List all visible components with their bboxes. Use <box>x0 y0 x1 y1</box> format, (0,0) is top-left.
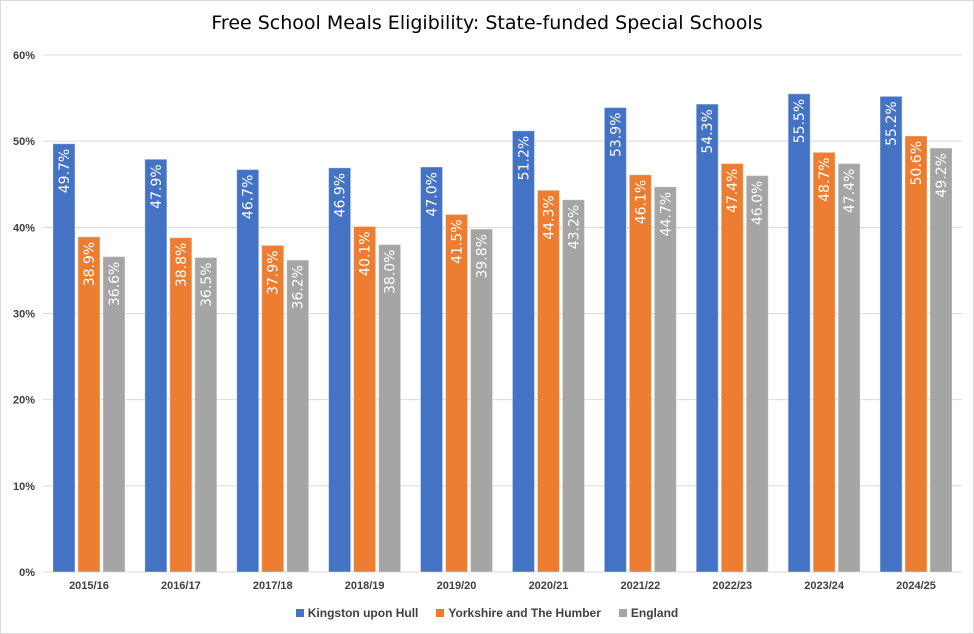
legend: Kingston upon Hull Yorkshire and The Humb… <box>0 606 974 620</box>
legend-item: Yorkshire and The Humber <box>436 606 601 620</box>
data-label: 36.5% <box>199 262 215 306</box>
data-label: 44.7% <box>658 192 674 236</box>
y-tick-label: 40% <box>13 222 35 234</box>
data-label: 36.6% <box>107 262 123 306</box>
bar <box>720 163 744 573</box>
data-label: 47.0% <box>425 172 441 216</box>
legend-swatch <box>295 609 304 617</box>
bar <box>261 244 285 573</box>
bar <box>445 213 469 573</box>
bar <box>286 259 310 573</box>
data-label: 43.2% <box>566 205 582 249</box>
data-label: 55.2% <box>884 101 900 145</box>
data-label: 47.4% <box>725 169 741 213</box>
x-tick-label: 2016/17 <box>161 580 201 592</box>
data-label: 47.9% <box>149 164 165 208</box>
bar <box>603 107 627 573</box>
x-tick-label: 2018/19 <box>345 580 385 592</box>
x-tick-label: 2021/22 <box>620 580 660 592</box>
bar <box>904 135 928 573</box>
y-tick-label: 20% <box>13 395 35 407</box>
bar <box>879 95 903 573</box>
bar <box>695 103 719 573</box>
legend-item: England <box>618 606 679 620</box>
legend-swatch <box>436 609 445 617</box>
bar <box>812 151 836 573</box>
data-label: 46.0% <box>750 181 766 225</box>
data-label: 54.3% <box>700 109 716 153</box>
data-label: 48.7% <box>817 157 833 201</box>
bar <box>328 167 352 573</box>
data-label: 40.1% <box>358 231 374 275</box>
bar <box>102 256 126 573</box>
data-label: 46.9% <box>333 173 349 217</box>
data-label: 47.4% <box>842 169 858 213</box>
bar <box>929 147 953 573</box>
x-tick-label: 2019/20 <box>437 580 477 592</box>
data-label: 38.9% <box>82 242 98 286</box>
y-tick-label: 30% <box>13 309 35 321</box>
bar <box>787 93 811 573</box>
bar <box>653 186 677 573</box>
bar <box>353 225 377 573</box>
data-label: 36.2% <box>291 265 307 309</box>
data-label: 49.7% <box>57 149 73 193</box>
data-label: 46.1% <box>633 180 649 224</box>
bar <box>420 166 444 573</box>
bar <box>470 228 494 573</box>
x-tick-label: 2023/24 <box>804 580 845 592</box>
legend-swatch <box>618 609 627 617</box>
data-label: 38.8% <box>174 243 190 287</box>
bar <box>378 244 402 573</box>
x-tick-label: 2022/23 <box>712 580 752 592</box>
data-label: 39.8% <box>475 234 491 278</box>
legend-label: England <box>630 606 679 620</box>
x-tick-label: 2020/21 <box>529 580 569 592</box>
data-label: 38.0% <box>383 250 399 294</box>
data-label: 53.9% <box>608 113 624 157</box>
x-tick-label: 2015/16 <box>69 580 109 592</box>
bar <box>745 175 769 573</box>
y-tick-label: 60% <box>13 50 35 62</box>
bar <box>52 143 76 573</box>
legend-label: Yorkshire and The Humber <box>448 606 601 620</box>
x-tick-label: 2024/25 <box>896 580 936 592</box>
data-label: 46.7% <box>241 175 257 219</box>
bar <box>561 199 585 573</box>
data-label: 41.5% <box>450 219 466 263</box>
data-label: 37.9% <box>266 250 282 294</box>
y-tick-label: 10% <box>13 481 35 493</box>
bar <box>536 189 560 573</box>
bar <box>169 237 193 573</box>
data-label: 49.2% <box>934 153 950 197</box>
legend-label: Kingston upon Hull <box>307 606 419 620</box>
bar <box>511 130 535 573</box>
data-label: 50.6% <box>909 141 925 185</box>
legend-item: Kingston upon Hull <box>295 606 419 620</box>
bar <box>194 256 218 573</box>
chart-title: Free School Meals Eligibility: State-fun… <box>211 12 763 34</box>
y-tick-label: 0% <box>19 567 35 579</box>
bar <box>236 169 260 573</box>
bar <box>77 236 101 573</box>
bar <box>628 174 652 573</box>
data-label: 44.3% <box>541 195 557 239</box>
data-label: 51.2% <box>516 136 532 180</box>
y-tick-label: 50% <box>13 136 35 148</box>
bar <box>144 158 168 573</box>
x-tick-label: 2017/18 <box>253 580 293 592</box>
data-label: 55.5% <box>792 99 808 143</box>
bar <box>837 163 861 573</box>
